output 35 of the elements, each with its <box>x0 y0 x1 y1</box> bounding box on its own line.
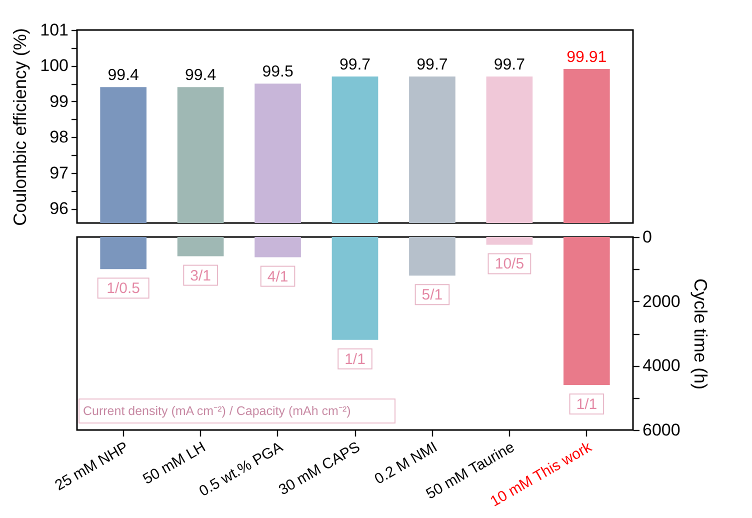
y-tick-label: 96 <box>50 199 68 218</box>
y2-tick-label: 2000 <box>642 292 680 311</box>
data-label: 99.4 <box>184 67 216 84</box>
annotation: 1/1 <box>344 350 366 368</box>
data-label: 99.7 <box>339 56 371 74</box>
annotation: 1/0.5 <box>106 280 140 298</box>
annotation: Current density (mA cm⁻²) / Capacity (mAh cm⁻²) <box>83 404 351 418</box>
y-tick-label: 98 <box>50 128 68 147</box>
bar <box>254 237 301 258</box>
bar <box>100 237 146 270</box>
bar <box>332 237 378 340</box>
y2-tick-label: 6000 <box>642 420 680 440</box>
data-label: 99.7 <box>416 56 448 74</box>
data-label: 99.7 <box>494 56 526 74</box>
annotation: 3/1 <box>190 267 211 284</box>
y-tick-label: 99 <box>50 92 68 111</box>
y-tick-label: 100 <box>40 56 68 76</box>
data-label: 99.5 <box>262 64 294 81</box>
y2-tick-label: 0 <box>642 228 652 246</box>
y-tick-label: 101 <box>40 20 68 40</box>
bar <box>564 237 610 385</box>
y2-axis-title: Cycle time (h) <box>690 278 710 390</box>
annotation: 5/1 <box>422 286 443 304</box>
x-tick-label: 25 mM NHP <box>52 438 132 494</box>
annotation: 1/1 <box>576 396 598 413</box>
y-tick-label: 97 <box>50 163 68 182</box>
data-label: 99.4 <box>108 67 140 84</box>
y2-tick-label: 4000 <box>642 356 680 376</box>
y-axis-title: Coulombic efficiency (%) <box>10 28 30 226</box>
annotation: 4/1 <box>267 268 288 286</box>
bar <box>177 237 224 256</box>
data-label: 99.91 <box>566 48 607 66</box>
bar <box>409 237 456 276</box>
annotation: 10/5 <box>494 256 524 273</box>
bar <box>486 237 533 245</box>
